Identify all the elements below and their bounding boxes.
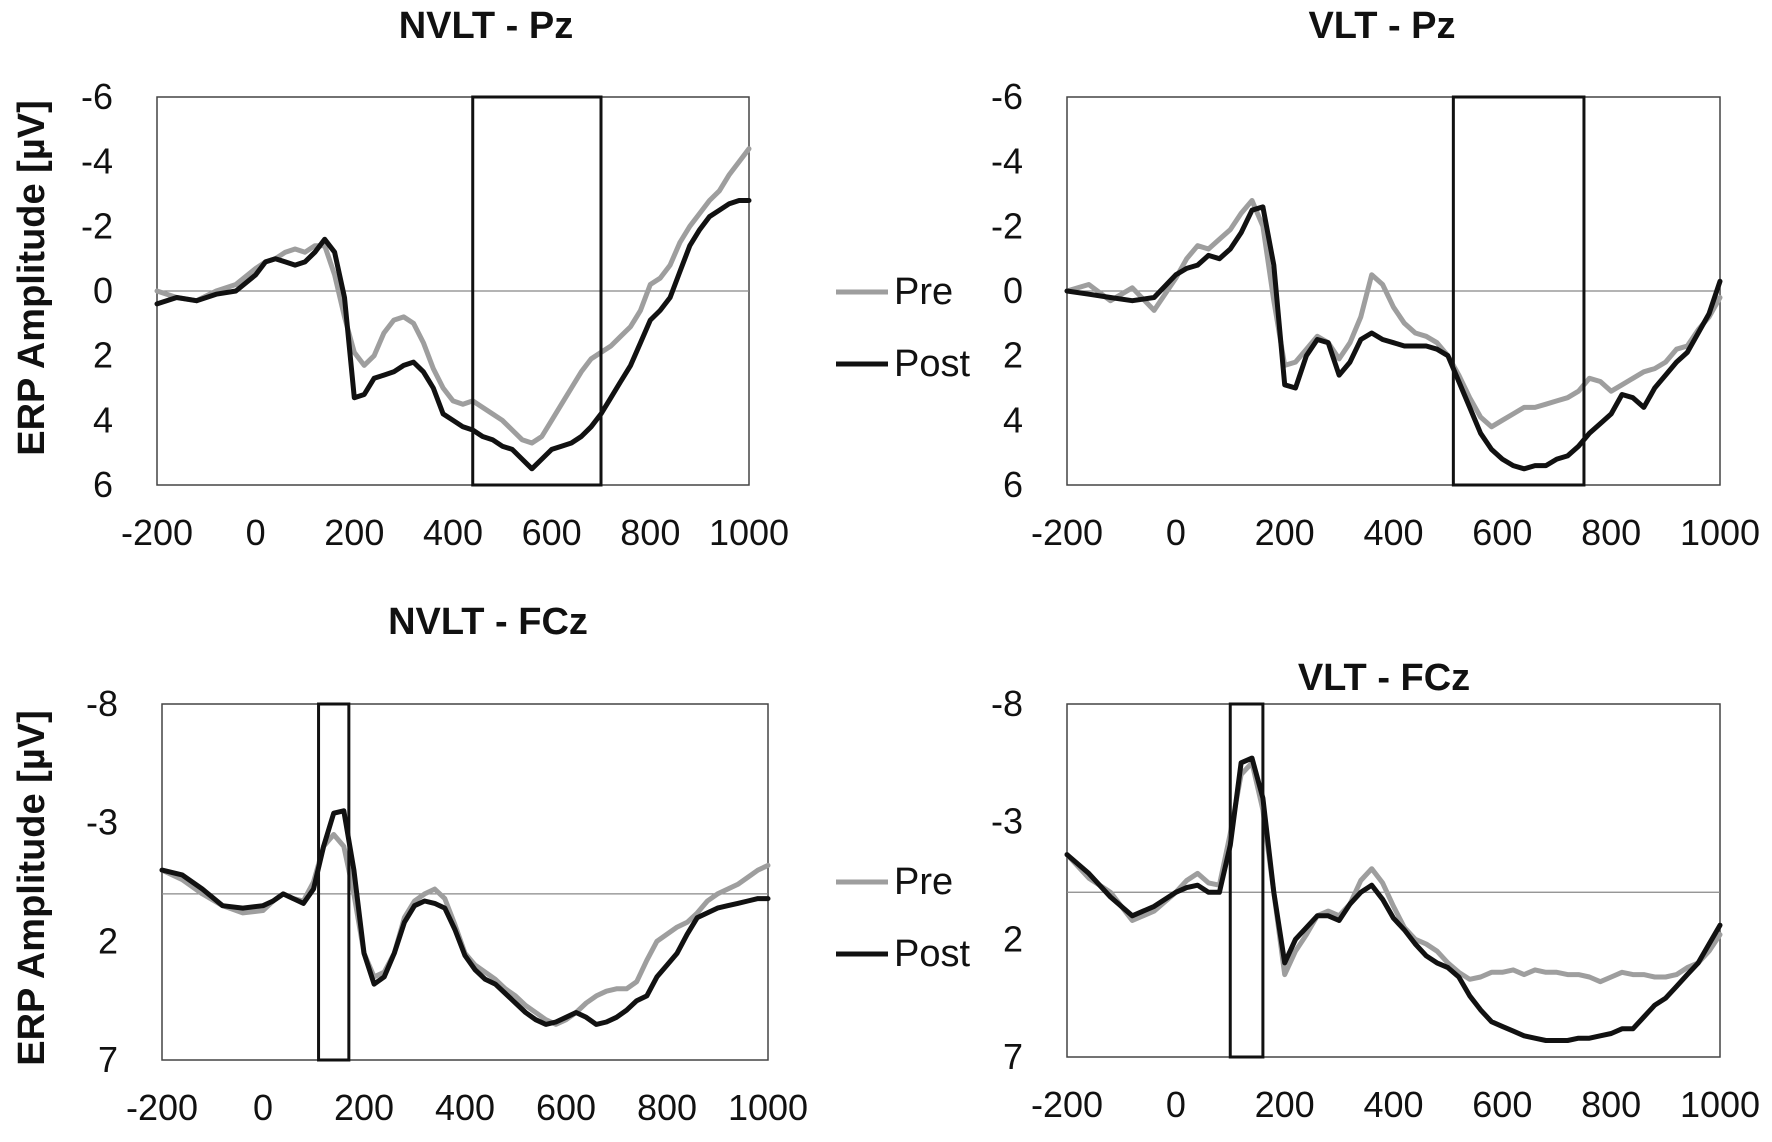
analysis-window <box>1451 95 1586 487</box>
x-tick-label: 400 <box>423 512 483 553</box>
y-tick-label: -8 <box>86 683 118 724</box>
x-tick-label: 1000 <box>709 512 789 553</box>
x-tick-label: -200 <box>1031 512 1103 553</box>
series-line-post <box>154 198 752 472</box>
analysis-window <box>1228 702 1265 1059</box>
x-tick-label: 200 <box>1255 1084 1315 1125</box>
legend-label-post: Post <box>894 343 970 385</box>
x-tick-label: 200 <box>334 1087 394 1128</box>
y-tick-label: 4 <box>93 399 113 440</box>
x-tick-label: 400 <box>1363 1084 1423 1125</box>
x-tick-label: 600 <box>536 1087 596 1128</box>
series-line-post <box>1064 204 1723 472</box>
chart-title: NVLT - FCz <box>388 601 588 643</box>
series-line-pre <box>1064 198 1723 430</box>
x-tick-label: 0 <box>1166 1084 1186 1125</box>
x-tick-label: 0 <box>253 1087 273 1128</box>
x-tick-label: 200 <box>1255 512 1315 553</box>
y-axis-label-top: ERP Amplitude [µV] <box>11 100 53 455</box>
chart-title: NVLT - Pz <box>399 5 574 47</box>
y-tick-label: 6 <box>93 464 113 505</box>
legend-label-pre: Pre <box>894 271 953 313</box>
chart-vlt-fcz: VLT - FCz -8 -3 2 7-200 0 200 400 600 800 1000 <box>991 657 1760 1125</box>
x-tick-label: 1000 <box>1680 1084 1760 1125</box>
chart-nvlt-pz: NVLT - Pz -6 -4 -2 0 2 4 6-200 0 200 400 600 800 100… <box>81 5 789 553</box>
x-tick-label: -200 <box>1031 1084 1103 1125</box>
y-tick-label: 2 <box>98 920 118 961</box>
y-axis-label-bottom: ERP Amplitude [µV] <box>11 710 53 1065</box>
x-tick-label: 1000 <box>728 1087 808 1128</box>
x-tick-label: 600 <box>1472 512 1532 553</box>
y-tick-label: -4 <box>81 141 113 182</box>
y-tick-label: 0 <box>93 270 113 311</box>
legend-label-post: Post <box>894 933 970 975</box>
y-tick-label: -3 <box>86 802 118 843</box>
series-line-post <box>159 808 771 1027</box>
y-tick-label: -2 <box>81 205 113 246</box>
series-line-pre <box>1064 760 1723 985</box>
chart-title: VLT - Pz <box>1308 5 1455 47</box>
chart-nvlt-fcz: NVLT - FCz -8 -3 2 7-200 0 200 400 600 800 1000 <box>86 601 808 1128</box>
y-tick-label: -2 <box>991 205 1023 246</box>
analysis-window <box>317 702 351 1062</box>
x-tick-label: -200 <box>121 512 193 553</box>
series-line-pre <box>159 832 771 1027</box>
x-tick-label: 600 <box>1472 1084 1532 1125</box>
x-tick-label: 800 <box>620 512 680 553</box>
legend-top: Pre Post <box>836 271 970 385</box>
y-tick-label: 6 <box>1003 464 1023 505</box>
y-tick-label: -6 <box>991 76 1023 117</box>
y-tick-label: 7 <box>1003 1036 1023 1077</box>
x-tick-label: 800 <box>637 1087 697 1128</box>
y-tick-label: 2 <box>1003 335 1023 376</box>
y-tick-label: 7 <box>98 1039 118 1080</box>
x-tick-label: 400 <box>1363 512 1423 553</box>
y-tick-label: -3 <box>991 801 1023 842</box>
y-tick-label: 2 <box>1003 918 1023 959</box>
x-tick-label: 0 <box>1166 512 1186 553</box>
chart-title: VLT - FCz <box>1298 657 1470 699</box>
x-tick-label: 800 <box>1581 512 1641 553</box>
y-tick-label: -4 <box>991 141 1023 182</box>
analysis-window <box>471 95 603 487</box>
series-line-post <box>1064 755 1723 1043</box>
x-tick-label: 0 <box>246 512 266 553</box>
x-tick-label: 400 <box>435 1087 495 1128</box>
y-tick-label: 4 <box>1003 399 1023 440</box>
x-tick-label: 1000 <box>1680 512 1760 553</box>
x-tick-label: -200 <box>126 1087 198 1128</box>
chart-vlt-pz: VLT - Pz -6 -4 -2 0 2 4 6-200 0 200 400 600 800 1000 <box>991 5 1760 553</box>
series-line-pre <box>154 146 752 446</box>
x-tick-label: 800 <box>1581 1084 1641 1125</box>
x-tick-label: 600 <box>522 512 582 553</box>
y-tick-label: 0 <box>1003 270 1023 311</box>
legend-bottom: Pre Post <box>836 861 970 975</box>
legend-label-pre: Pre <box>894 861 953 903</box>
y-tick-label: -6 <box>81 76 113 117</box>
y-tick-label: -8 <box>991 683 1023 724</box>
y-tick-label: 2 <box>93 335 113 376</box>
plot-frame <box>1066 703 1721 1058</box>
plot-frame <box>161 703 769 1061</box>
x-tick-label: 200 <box>324 512 384 553</box>
